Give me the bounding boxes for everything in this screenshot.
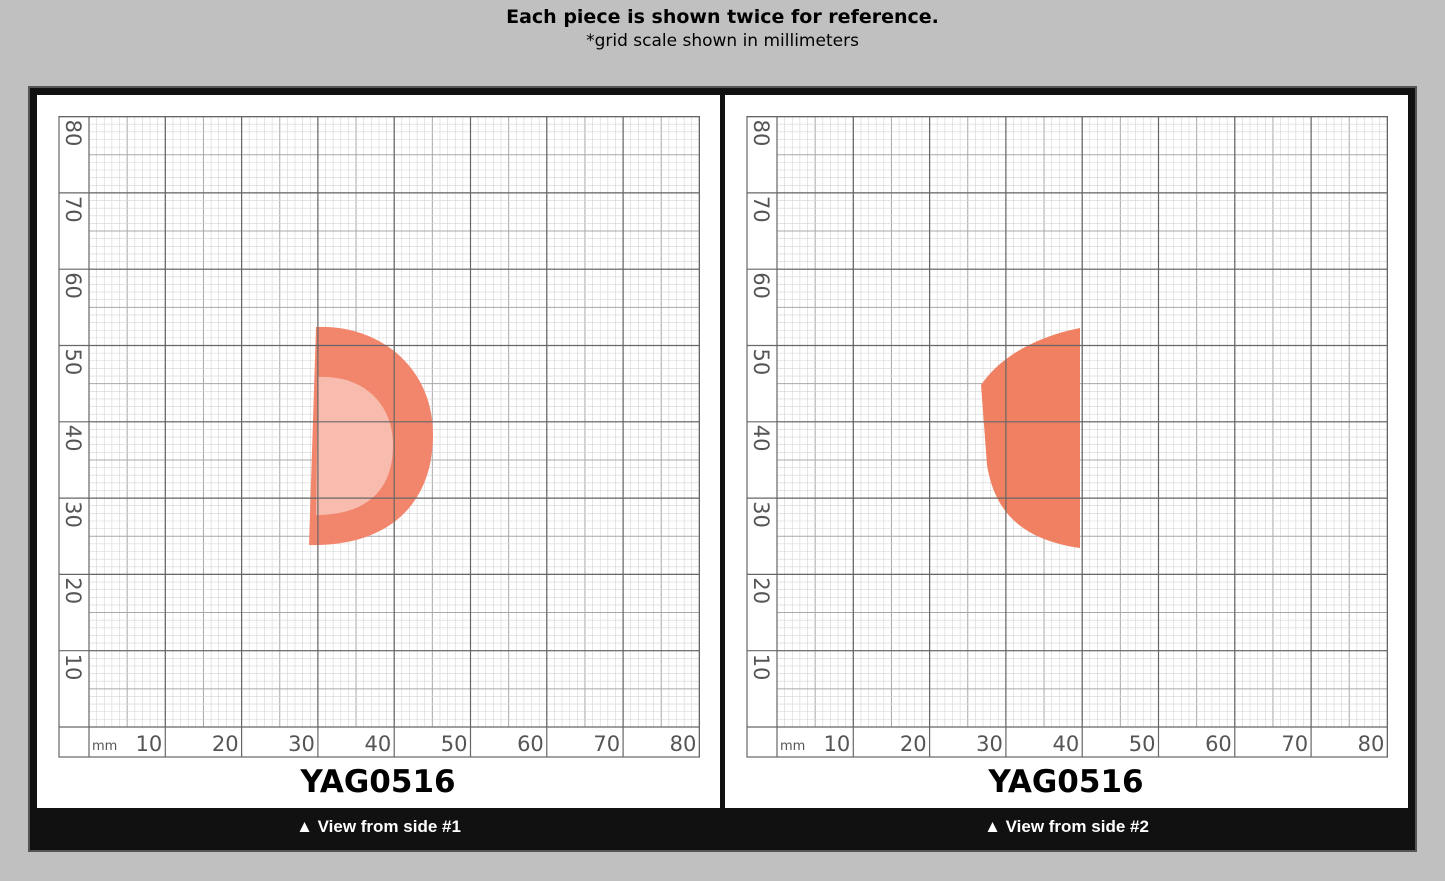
y-tick-label: 30 <box>61 501 85 528</box>
specimen-label: YAG0516 <box>987 764 1143 800</box>
x-tick-label: 50 <box>441 732 468 756</box>
y-tick-label: 60 <box>749 272 773 299</box>
y-tick-label: 40 <box>749 425 773 452</box>
x-tick-label: 70 <box>1281 732 1308 756</box>
y-tick-label: 10 <box>749 654 773 681</box>
x-tick-label: 60 <box>517 732 544 756</box>
x-tick-label: 60 <box>1205 732 1232 756</box>
y-tick-label: 40 <box>61 425 85 452</box>
specimen-face <box>316 376 393 515</box>
panel: 10 20 30 40 50 60 70 80 10 20 30 40 50 60 70 80 mm YAG051… <box>725 95 1408 808</box>
x-tick-label: 50 <box>1129 732 1156 756</box>
x-tick-label: 10 <box>136 732 163 756</box>
y-tick-label: 70 <box>749 196 773 223</box>
caption: ▲ View from side #1 <box>296 817 461 836</box>
specimen-label: YAG0516 <box>299 764 455 800</box>
y-tick-label: 50 <box>61 349 85 376</box>
x-tick-label: 30 <box>288 732 315 756</box>
y-tick-label: 20 <box>61 577 85 604</box>
unit-label: mm <box>92 739 117 754</box>
x-tick-label: 40 <box>1052 732 1079 756</box>
y-tick-label: 60 <box>61 272 85 299</box>
subtitle: *grid scale shown in millimeters <box>586 31 859 51</box>
grid-photo: 10 20 30 40 50 60 70 80 10 20 30 40 50 60 70 80 mm YAG051… <box>746 116 1389 800</box>
x-tick-label: 30 <box>976 732 1003 756</box>
x-tick-label: 40 <box>364 732 391 756</box>
y-tick-label: 80 <box>61 120 85 147</box>
y-tick-label: 20 <box>749 577 773 604</box>
x-tick-label: 10 <box>824 732 851 756</box>
title: Each piece is shown twice for reference. <box>506 6 939 28</box>
x-tick-label: 80 <box>670 732 697 756</box>
grid-photo: 10 20 30 40 50 60 70 80 10 20 30 40 50 60 70 80 mm YAG051… <box>58 116 701 800</box>
x-tick-label: 70 <box>593 732 620 756</box>
x-tick-label: 80 <box>1358 732 1385 756</box>
x-tick-label: 20 <box>212 732 239 756</box>
caption: ▲ View from side #2 <box>984 817 1149 836</box>
unit-label: mm <box>780 739 805 754</box>
y-tick-label: 10 <box>61 654 85 681</box>
y-tick-label: 80 <box>749 120 773 147</box>
y-tick-label: 50 <box>749 349 773 376</box>
y-tick-label: 70 <box>61 196 85 223</box>
panel: 10 20 30 40 50 60 70 80 10 20 30 40 50 60 70 80 mm YAG051… <box>37 95 720 808</box>
x-tick-label: 20 <box>900 732 927 756</box>
y-tick-label: 30 <box>749 501 773 528</box>
